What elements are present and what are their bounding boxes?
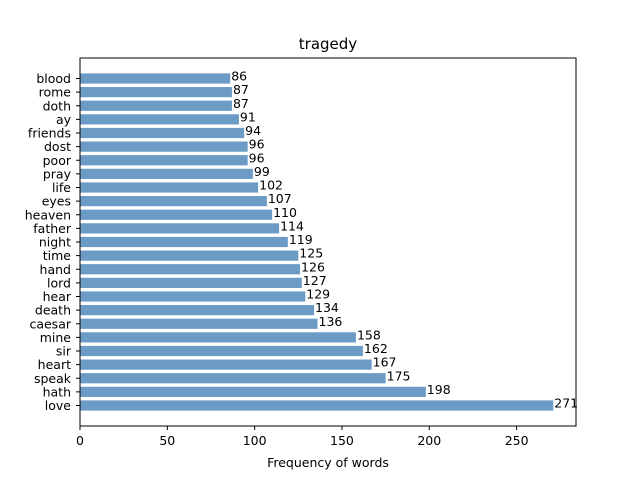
bar-heaven <box>80 209 273 220</box>
category-label-rome: rome <box>39 85 72 100</box>
value-label-heaven: 110 <box>273 205 297 220</box>
category-label-heaven: heaven <box>25 207 71 222</box>
x-axis-title: Frequency of words <box>267 455 389 470</box>
x-tick-label-250: 250 <box>505 433 529 448</box>
bar-friends <box>80 127 245 139</box>
category-label-heart: heart <box>38 357 71 372</box>
value-label-mine: 158 <box>357 327 381 342</box>
bar-rome <box>80 87 232 98</box>
bar-caesar <box>80 318 318 329</box>
x-tick-label-200: 200 <box>417 433 441 448</box>
bar-pray <box>80 168 253 179</box>
value-label-hand: 126 <box>301 259 325 274</box>
category-label-lord: lord <box>47 275 71 290</box>
category-label-dost: dost <box>44 139 71 154</box>
x-axis: 0 50 100 150 200 250 <box>76 426 529 448</box>
category-label-hand: hand <box>40 262 71 277</box>
value-label-speak: 175 <box>387 368 411 383</box>
category-label-friends: friends <box>28 126 71 141</box>
value-label-hath: 198 <box>427 382 451 397</box>
value-label-poor: 96 <box>249 150 265 165</box>
value-label-doth: 87 <box>233 96 249 111</box>
category-label-doth: doth <box>43 98 71 113</box>
value-label-night: 119 <box>289 232 313 247</box>
category-label-ay: ay <box>56 112 72 127</box>
category-label-life: life <box>52 180 71 195</box>
category-label-eyes: eyes <box>42 194 71 209</box>
value-label-rome: 87 <box>233 82 249 97</box>
category-label-blood: blood <box>36 71 71 86</box>
category-label-death: death <box>35 303 71 318</box>
bar-life <box>80 182 259 193</box>
category-label-time: time <box>43 248 72 263</box>
category-label-caesar: caesar <box>29 316 71 331</box>
value-label-father: 114 <box>280 218 304 233</box>
bar-time <box>80 250 299 261</box>
bar-dost <box>80 141 248 152</box>
bar-ay <box>80 114 239 125</box>
bar-eyes <box>80 196 267 207</box>
category-label-night: night <box>39 235 71 250</box>
bar-love <box>80 400 554 411</box>
category-label-father: father <box>33 221 72 236</box>
x-tick-label-100: 100 <box>243 433 267 448</box>
bar-doth <box>80 100 232 111</box>
bar-hand <box>80 264 301 275</box>
value-label-death: 134 <box>315 300 339 315</box>
bar-death <box>80 305 315 316</box>
bar-heart <box>80 359 372 370</box>
x-tick-label-150: 150 <box>330 433 354 448</box>
value-label-time: 125 <box>299 246 323 261</box>
value-label-blood: 86 <box>231 69 247 84</box>
bars-layer <box>80 73 554 411</box>
category-label-poor: poor <box>43 153 72 168</box>
bar-night <box>80 236 288 248</box>
bar-sir <box>80 345 363 357</box>
bar-lord <box>80 277 302 288</box>
x-tick-label-50: 50 <box>159 433 175 448</box>
value-label-eyes: 107 <box>268 191 292 206</box>
value-label-ay: 91 <box>240 109 256 124</box>
bar-hath <box>80 386 426 397</box>
category-label-hath: hath <box>43 384 71 399</box>
value-label-life: 102 <box>259 178 283 193</box>
category-label-sir: sir <box>56 344 72 359</box>
category-label-love: love <box>45 398 72 413</box>
value-label-caesar: 136 <box>319 314 343 329</box>
x-tick-label-0: 0 <box>76 433 84 448</box>
category-label-hear: hear <box>43 289 72 304</box>
bar-blood <box>80 73 231 84</box>
chart-title: tragedy <box>299 35 358 53</box>
value-label-pray: 99 <box>254 164 270 179</box>
value-label-love: 271 <box>554 396 578 411</box>
value-label-sir: 162 <box>364 341 388 356</box>
bar-poor <box>80 155 248 166</box>
value-label-heart: 167 <box>373 355 397 370</box>
bar-father <box>80 223 280 234</box>
labels-layer: 2711981751671621581361341291271261251191… <box>231 69 578 411</box>
bar-mine <box>80 332 356 343</box>
category-label-speak: speak <box>34 371 72 386</box>
value-label-hear: 129 <box>306 287 330 302</box>
value-label-friends: 94 <box>245 123 261 138</box>
value-label-dost: 96 <box>249 137 265 152</box>
value-label-lord: 127 <box>303 273 327 288</box>
category-label-pray: pray <box>43 166 72 181</box>
category-label-mine: mine <box>40 330 72 345</box>
bar-hear <box>80 291 306 302</box>
bar-speak <box>80 373 386 384</box>
y-axis: lovehathspeakheartsirminecaesardeathhear… <box>25 71 80 413</box>
